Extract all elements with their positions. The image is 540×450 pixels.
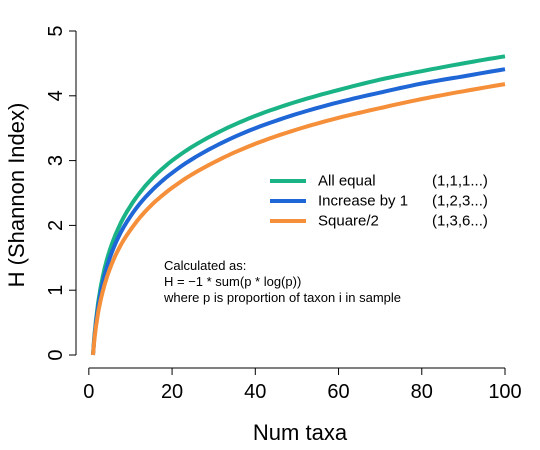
- x-tick-label: 80: [411, 381, 433, 403]
- y-axis-title: H (Shannon Index): [4, 103, 29, 288]
- y-tick-label: 5: [45, 25, 67, 36]
- annotation-line: H = −1 * sum(p * log(p)): [164, 274, 301, 289]
- series-line-2: [91, 67, 506, 356]
- legend: All equal (1,1,1...) Increase by 1 (1,2,3..…: [270, 173, 488, 230]
- annotation-line: where p is proportion of taxon i in samp…: [163, 290, 401, 305]
- axes: 0 20 40 60 80 100 0 1 2 3 4 5: [45, 25, 522, 403]
- annotation-line: Calculated as:: [164, 258, 246, 273]
- x-tick-label: 20: [161, 381, 183, 403]
- legend-sequence: (1,1,1...): [432, 173, 488, 190]
- y-tick-label: 4: [45, 90, 67, 101]
- x-tick-label: 100: [488, 381, 521, 403]
- x-tick-label: 0: [83, 381, 94, 403]
- y-tick-label: 3: [45, 155, 67, 166]
- y-tick-label: 0: [45, 349, 67, 360]
- legend-label: All equal: [318, 173, 376, 190]
- legend-sequence: (1,3,6...): [432, 213, 488, 230]
- legend-label: Square/2: [318, 213, 379, 230]
- legend-label: Increase by 1: [318, 193, 408, 210]
- x-axis-title: Num taxa: [253, 420, 348, 445]
- y-tick-label: 1: [45, 285, 67, 296]
- y-tick-label: 2: [45, 220, 67, 231]
- x-tick-label: 60: [327, 381, 349, 403]
- series-line-3: [91, 82, 506, 356]
- x-tick-label: 40: [244, 381, 266, 403]
- legend-sequence: (1,2,3...): [432, 193, 488, 210]
- annotation: Calculated as:H = −1 * sum(p * log(p))wh…: [163, 258, 401, 305]
- series-lines: [91, 54, 506, 356]
